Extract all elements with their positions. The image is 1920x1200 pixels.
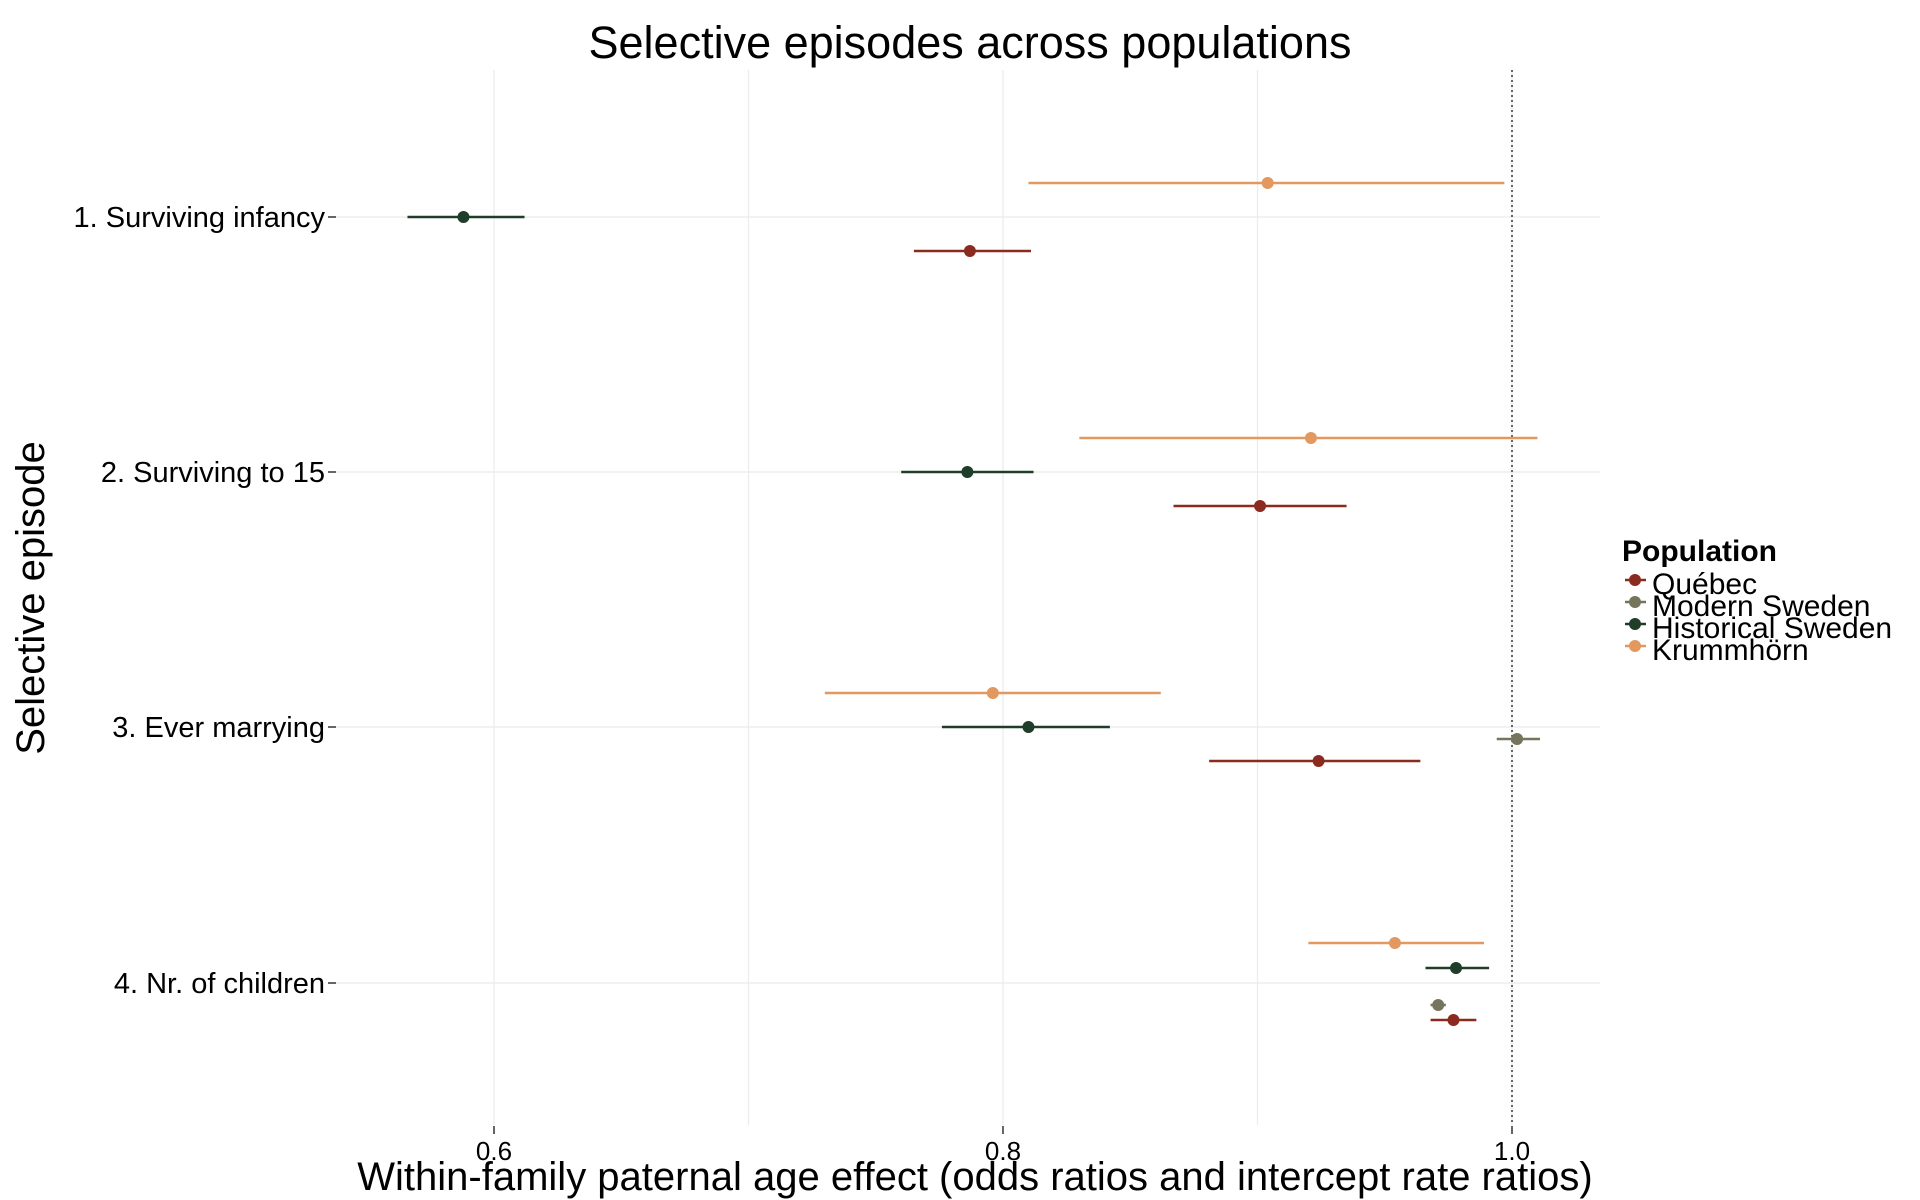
y-tick-label: 3. Ever marrying: [112, 712, 325, 744]
point-historical-sweden: [457, 211, 470, 223]
grid-lines: [336, 70, 1600, 1125]
x-tick-label: 0.8: [985, 1136, 1021, 1166]
point-krummhorn: [986, 687, 999, 699]
legend-label-historical-sweden: Historical Sweden: [1652, 612, 1892, 645]
point-quebec: [1447, 1014, 1460, 1026]
point-historical-sweden: [961, 466, 974, 478]
legend-label-quebec: Québec: [1652, 568, 1757, 601]
x-tick-label: 0.6: [476, 1136, 512, 1166]
point-quebec: [1254, 500, 1267, 512]
legend-label-krummhorn: Krummhörn: [1652, 634, 1809, 667]
point-historical-sweden: [1450, 962, 1463, 974]
y-tick-label: 1. Surviving infancy: [74, 202, 326, 234]
point-krummhorn: [1261, 177, 1274, 189]
y-axis-title: Selective episode: [9, 441, 53, 755]
x-tick-label: 1.0: [1494, 1136, 1530, 1166]
point-krummhorn: [1304, 432, 1317, 444]
point-modern-sweden: [1511, 733, 1524, 745]
y-tick-label: 2. Surviving to 15: [101, 457, 325, 489]
point-quebec: [1312, 755, 1325, 767]
legend-title: Population: [1622, 535, 1777, 568]
legend-key-point-modern-sweden: [1629, 596, 1641, 608]
legend-key-point-historical-sweden: [1629, 618, 1641, 630]
y-axis-ticks: 1. Surviving infancy 2. Surviving to 15 3.…: [74, 202, 336, 1000]
legend-key-point-krummhorn: [1629, 640, 1641, 652]
x-axis-ticks: 0.6 0.8 1.0: [476, 1126, 1530, 1166]
plot-marks: [407, 177, 1540, 1026]
legend-key-point-quebec: [1629, 574, 1641, 586]
point-modern-sweden: [1432, 999, 1445, 1011]
y-tick-label: 4. Nr. of children: [114, 968, 325, 1000]
point-quebec: [963, 245, 976, 257]
legend-label-modern-sweden: Modern Sweden: [1652, 590, 1870, 623]
x-axis-title: Within-family paternal age effect (odds …: [357, 1155, 1592, 1199]
point-historical-sweden: [1022, 721, 1035, 733]
chart-title: Selective episodes across populations: [589, 17, 1352, 68]
point-krummhorn: [1388, 937, 1401, 949]
